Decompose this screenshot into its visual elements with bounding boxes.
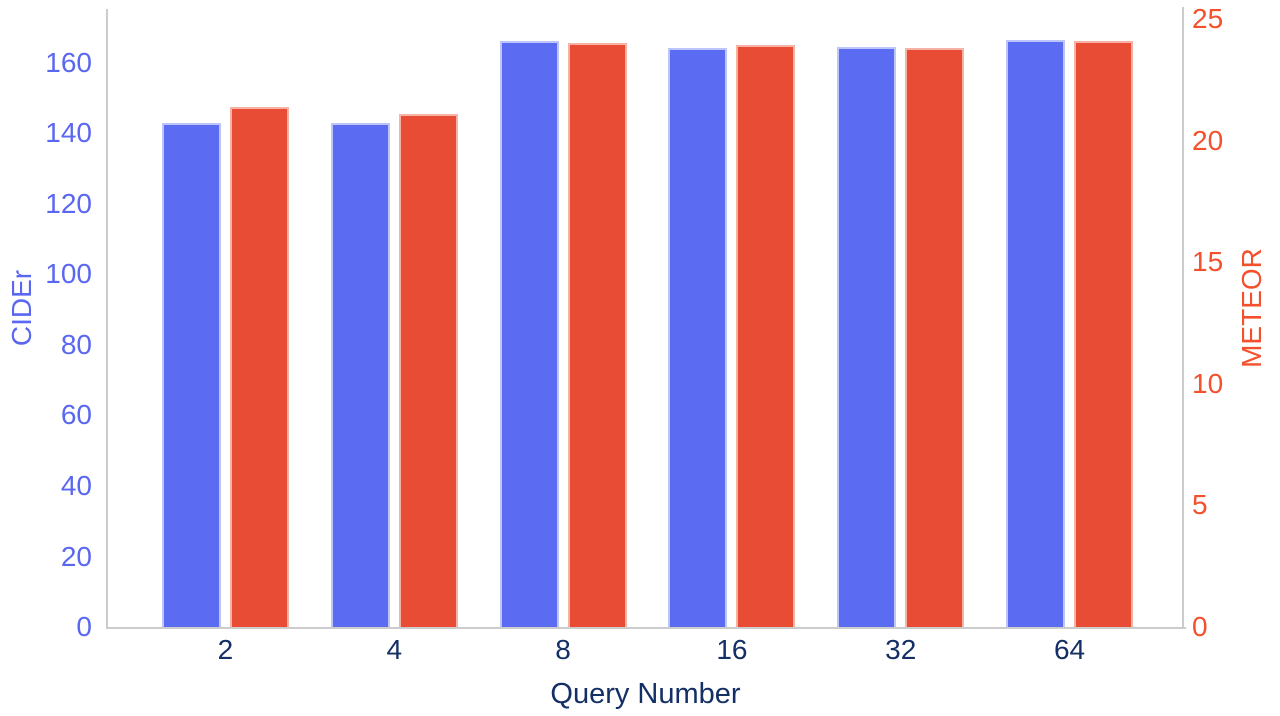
left-tick-140: 140 <box>45 117 92 149</box>
meteor-bar-4 <box>398 113 458 627</box>
right-tick-15: 15 <box>1192 246 1224 278</box>
bar-group-16 <box>647 10 816 627</box>
left-tick-160: 160 <box>45 46 92 78</box>
right-axis-ticks: 0 5 10 15 20 25 <box>1192 5 1272 641</box>
cider-bar-64 <box>1006 39 1066 627</box>
left-axis-ticks: 0 20 40 60 80 100 120 140 160 <box>0 10 100 640</box>
right-tick-0: 0 <box>1192 611 1208 642</box>
left-tick-20: 20 <box>60 540 92 572</box>
bar-group-64 <box>985 10 1154 627</box>
x-tick-64: 64 <box>1053 634 1086 665</box>
x-axis-title: Query Number <box>550 678 741 710</box>
right-tick-25: 25 <box>1192 3 1224 34</box>
bar-group-2 <box>141 10 310 627</box>
right-tick-5: 5 <box>1192 489 1208 521</box>
x-tick-16: 16 <box>716 634 748 665</box>
x-axis-tick-labels: 2 4 8 16 32 64 <box>108 634 1182 666</box>
right-tick-20: 20 <box>1192 124 1224 156</box>
meteor-bar-8 <box>567 43 627 627</box>
bar-group-4 <box>310 10 479 627</box>
left-tick-80: 80 <box>60 328 92 360</box>
cider-bar-2 <box>161 123 221 627</box>
meteor-bar-2 <box>229 106 289 627</box>
meteor-bar-32 <box>905 48 965 627</box>
meteor-bar-64 <box>1074 40 1134 627</box>
right-axis-title: METEOR <box>1236 248 1267 368</box>
x-tick-32: 32 <box>885 634 917 665</box>
meteor-bar-16 <box>736 44 796 627</box>
cider-bar-32 <box>837 46 897 627</box>
cider-bar-4 <box>330 122 390 627</box>
left-tick-60: 60 <box>60 399 92 431</box>
left-axis-line <box>106 9 108 629</box>
left-tick-120: 120 <box>45 187 92 219</box>
bar-group-8 <box>479 10 648 627</box>
left-tick-100: 100 <box>45 258 92 290</box>
left-tick-40: 40 <box>60 469 92 501</box>
x-axis-line <box>106 627 1186 629</box>
x-tick-8: 8 <box>555 634 571 665</box>
right-axis-line <box>1182 7 1184 629</box>
right-tick-10: 10 <box>1192 367 1224 399</box>
x-tick-4: 4 <box>386 634 403 665</box>
x-tick-2: 2 <box>217 634 234 665</box>
bar-group-32 <box>816 10 985 627</box>
left-axis-title: CIDEr <box>6 269 37 347</box>
cider-bar-8 <box>499 40 559 627</box>
plot-area <box>108 10 1182 627</box>
left-tick-0: 0 <box>76 611 92 642</box>
cider-bar-16 <box>668 47 728 627</box>
